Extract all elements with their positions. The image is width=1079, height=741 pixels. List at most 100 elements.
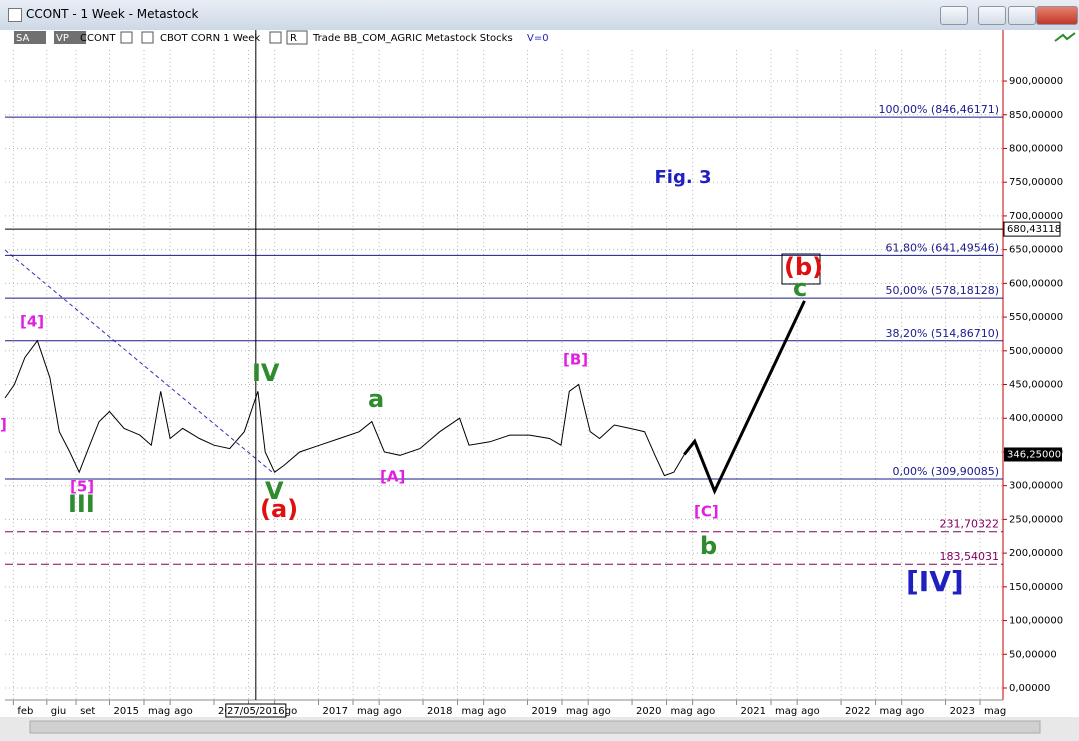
- x-tick-label: ago: [801, 706, 820, 717]
- price-line: [4, 339, 685, 477]
- wave-label: [B]: [563, 351, 588, 369]
- y-tick-label: 650,00000: [1009, 245, 1063, 256]
- x-tick-label: mag: [671, 706, 693, 717]
- x-tick-label: ago: [488, 706, 507, 717]
- trendline: [4, 249, 273, 473]
- chart-icon: [1054, 32, 1076, 42]
- x-tick-label: feb: [17, 706, 33, 717]
- y-tick-label: 250,00000: [1009, 514, 1063, 525]
- level-label: 50,00% (578,18128): [885, 284, 999, 297]
- wave-label: [5]: [70, 478, 94, 496]
- x-tick-label: ago: [383, 706, 402, 717]
- x-tick-label: 2015: [114, 706, 139, 717]
- x-tick-label: mag: [984, 706, 1006, 717]
- level-label: 38,20% (514,86710): [885, 327, 999, 340]
- y-axis-area: [1003, 30, 1079, 700]
- x-tick-label: giu: [51, 706, 66, 717]
- y-tick-label: 400,00000: [1009, 413, 1063, 424]
- restore-button[interactable]: [940, 6, 968, 25]
- level-label: 100,00% (846,46171): [878, 103, 999, 116]
- scroll-thumb[interactable]: [29, 720, 1041, 734]
- price-line: [683, 300, 806, 495]
- toolbar-item: V=0: [527, 33, 549, 44]
- minimize-button[interactable]: [978, 6, 1006, 25]
- wave-label: a: [368, 385, 384, 413]
- level-label: 231,70322: [940, 518, 1000, 531]
- x-tick-label: 2022: [845, 706, 870, 717]
- x-tick-label: mag: [357, 706, 379, 717]
- x-tick-label: ago: [906, 706, 925, 717]
- y-tick-label: 550,00000: [1009, 312, 1063, 323]
- wave-label: c: [793, 274, 807, 302]
- x-tick-label: mag: [566, 706, 588, 717]
- x-tick-label: set: [80, 706, 95, 717]
- last-price-label: 346,25000: [1007, 449, 1061, 460]
- hline-label: 680,43118: [1007, 224, 1061, 235]
- wave-label: III: [68, 490, 95, 518]
- x-tick-label: mag: [462, 706, 484, 717]
- y-tick-label: 0,00000: [1009, 683, 1050, 694]
- hline-box: [1003, 221, 1061, 237]
- app-icon: [8, 8, 22, 22]
- dropdown-button[interactable]: [120, 31, 133, 44]
- x-tick-label: ago: [279, 706, 298, 717]
- wave-label: V: [265, 477, 284, 505]
- wave-label: [IV]: [906, 565, 964, 598]
- toolbar-button[interactable]: [54, 31, 86, 44]
- y-tick-label: 850,00000: [1009, 110, 1063, 121]
- last-price-box: [1004, 447, 1062, 462]
- dropdown-button[interactable]: [141, 31, 154, 44]
- wave-label: IV: [252, 359, 280, 387]
- level-label: 0,00% (309,90085): [892, 465, 999, 478]
- chart-title: Fig. 3: [655, 167, 712, 188]
- y-tick-label: 150,00000: [1009, 582, 1063, 593]
- toolbar: SA VP CCONT CBOT CORN 1 Week R Trade BB_COM_A…: [14, 30, 549, 45]
- wave-label: [A]: [380, 468, 405, 486]
- x-tick-label: 2018: [427, 706, 452, 717]
- wave-label: [4]: [20, 313, 44, 331]
- x-tick-label: mag: [880, 706, 902, 717]
- y-tick-label: 450,00000: [1009, 380, 1063, 391]
- x-tick-label: mag: [775, 706, 797, 717]
- window-title: CCONT - 1 Week - Metastock: [26, 7, 199, 21]
- y-tick-label: 900,00000: [1009, 76, 1063, 87]
- x-tick-label: 2020: [636, 706, 661, 717]
- x-tick-label: mag: [148, 706, 170, 717]
- wave-label: b: [700, 532, 717, 560]
- wave-label: ]: [0, 416, 7, 434]
- x-tick-label: 2019: [532, 706, 557, 717]
- toolbar-item: Trade BB_COM_AGRIC Metastock Stocks: [312, 33, 513, 44]
- dropdown-button[interactable]: [269, 31, 282, 44]
- maximize-button[interactable]: [1008, 6, 1036, 25]
- toolbar-item: VP: [56, 33, 69, 44]
- y-tick-label: 100,00000: [1009, 616, 1063, 627]
- cursor-box: [225, 703, 287, 718]
- x-tick-label: 2017: [323, 706, 348, 717]
- wave-label: [C]: [694, 503, 719, 521]
- toolbar-button: [286, 30, 308, 45]
- y-tick-label: 750,00000: [1009, 177, 1063, 188]
- y-tick-label: 300,00000: [1009, 481, 1063, 492]
- close-button[interactable]: [1036, 6, 1078, 25]
- level-label: 183,54031: [940, 550, 1000, 563]
- toolbar-item: CBOT CORN 1 Week: [160, 33, 260, 44]
- y-tick-label: 600,00000: [1009, 278, 1063, 289]
- title-bar: CCONT - 1 Week - Metastock: [0, 0, 1079, 30]
- cursor-label: 27/05/2016: [227, 706, 285, 717]
- y-tick-label: 500,00000: [1009, 346, 1063, 357]
- toolbar-item: R: [290, 33, 297, 44]
- toolbar-button[interactable]: [14, 31, 46, 44]
- toolbar-item: SA: [16, 33, 30, 44]
- x-tick-label: ago: [697, 706, 716, 717]
- y-tick-label: 50,00000: [1009, 649, 1057, 660]
- x-tick-label: 2023: [950, 706, 975, 717]
- chart-background: [0, 30, 1079, 741]
- y-tick-label: 700,00000: [1009, 211, 1063, 222]
- y-tick-label: 800,00000: [1009, 143, 1063, 154]
- y-tick-label: 200,00000: [1009, 548, 1063, 559]
- x-tick-label: 2021: [741, 706, 766, 717]
- toolbar-item: CCONT: [80, 33, 116, 44]
- x-tick-label: ago: [592, 706, 611, 717]
